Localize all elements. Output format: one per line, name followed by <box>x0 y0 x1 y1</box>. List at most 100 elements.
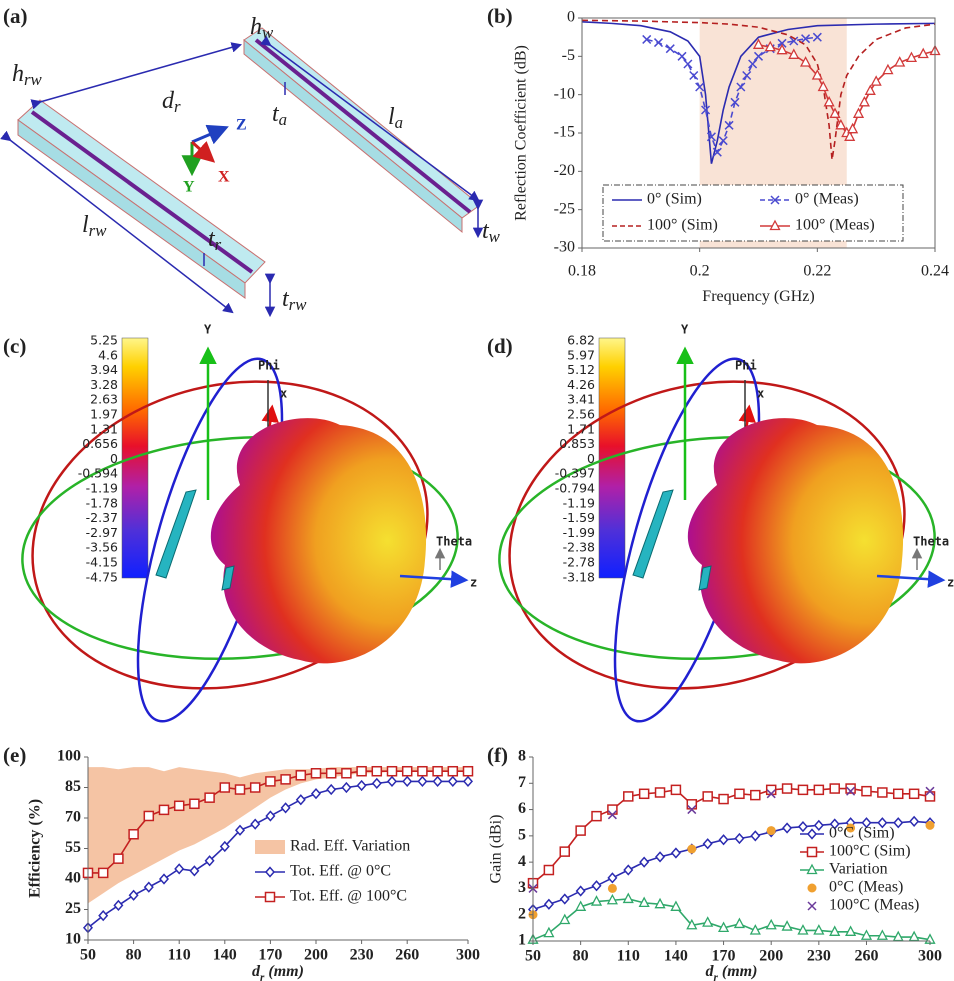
colorbar-tick-label: 4.26 <box>567 377 595 392</box>
x-tick-label: 110 <box>617 948 640 965</box>
marker <box>767 920 776 929</box>
axis-label: X <box>218 169 230 186</box>
axis-label: Phi <box>735 359 757 373</box>
y-tick-label: 85 <box>65 778 81 795</box>
legend-marker <box>808 848 817 857</box>
y-tick-label: 10 <box>65 931 81 948</box>
marker <box>640 789 649 798</box>
marker <box>815 821 823 830</box>
marker <box>910 817 918 826</box>
y-tick-label: 7 <box>518 774 526 791</box>
y-tick-label: 8 <box>518 748 526 765</box>
marker <box>434 777 442 786</box>
axis-label: Y <box>204 323 212 337</box>
x-axis-label: Frequency (GHz) <box>702 288 814 305</box>
marker <box>684 60 692 68</box>
marker <box>666 45 674 53</box>
legend-label: Variation <box>829 861 888 878</box>
x-axis-label-after: (mm) <box>718 963 758 980</box>
marker <box>388 767 397 776</box>
y-tick-label: 100 <box>57 748 81 765</box>
marker <box>910 789 919 798</box>
marker <box>358 781 366 790</box>
marker <box>894 818 902 827</box>
colorbar-tick-label: 5.12 <box>567 362 595 377</box>
marker <box>687 845 696 854</box>
marker <box>403 777 411 786</box>
marker <box>418 767 427 776</box>
legend-marker <box>266 868 274 877</box>
marker <box>251 783 260 792</box>
marker <box>130 891 138 900</box>
colorbar-tick-label: -2.97 <box>86 525 118 540</box>
dimension-label-sub: rw <box>289 295 308 314</box>
colorbar-tick-label: -3.18 <box>563 569 595 584</box>
y-tick-label: -20 <box>554 162 575 179</box>
dimension-label-sub: w <box>489 227 501 246</box>
marker <box>373 779 381 788</box>
colorbar-tick-label: 0 <box>110 451 118 466</box>
marker <box>205 793 214 802</box>
x-tick-label: 170 <box>258 947 282 964</box>
marker <box>672 848 680 857</box>
x-tick-label: 0.24 <box>921 263 949 280</box>
colorbar-tick-label: 3.41 <box>567 392 595 407</box>
marker <box>703 792 712 801</box>
y-tick-label: 2 <box>518 905 526 922</box>
chart: 0.180.20.220.240-5-10-15-20-25-30Reflect… <box>513 9 949 280</box>
marker <box>357 767 366 776</box>
x-tick-label: 140 <box>664 948 688 965</box>
y-tick-label: 6 <box>518 800 526 817</box>
marker <box>719 795 728 804</box>
panel-label: (b) <box>487 4 513 28</box>
x-tick-label: 0.22 <box>803 263 831 280</box>
y-tick-label: -15 <box>554 124 575 141</box>
pattern-c <box>0 338 465 735</box>
marker <box>608 884 617 893</box>
legend-label: 100°C (Meas) <box>829 897 919 914</box>
marker <box>854 109 863 118</box>
marker <box>735 789 744 798</box>
marker <box>545 900 553 909</box>
dimension-label: dr <box>162 88 181 116</box>
marker <box>848 124 857 133</box>
colorbar-tick-label: 2.63 <box>90 392 118 407</box>
panel-label: (f) <box>487 743 508 767</box>
marker <box>403 767 412 776</box>
colorbar-tick-label: -4.15 <box>86 555 118 570</box>
colorbar-tick-label: 0.656 <box>82 436 118 451</box>
marker <box>312 769 321 778</box>
y-tick-label: -30 <box>554 239 575 256</box>
colorbar-tick-label: -1.99 <box>563 525 595 540</box>
colorbar-tick-label: -2.78 <box>563 555 595 570</box>
panel-label: (a) <box>3 4 28 28</box>
dimension-label: tw <box>482 218 501 246</box>
marker <box>799 822 807 831</box>
pattern-d <box>477 338 942 735</box>
marker <box>464 767 473 776</box>
marker <box>703 918 712 927</box>
colorbar-tick-label: 1.31 <box>90 421 118 436</box>
marker <box>129 830 138 839</box>
marker <box>624 894 633 903</box>
x-tick-label: 300 <box>918 948 942 965</box>
x-axis-label-after: (mm) <box>264 963 304 980</box>
marker <box>464 777 472 786</box>
y-tick-label: -25 <box>554 200 575 217</box>
marker <box>862 787 871 796</box>
axis-label: Phi <box>258 359 280 373</box>
dimension-label-sub: w <box>262 23 274 42</box>
dimension-label: lrw <box>82 212 107 240</box>
marker <box>418 777 426 786</box>
y-tick-label: -5 <box>562 47 575 64</box>
marker <box>433 767 442 776</box>
y-tick-label: 55 <box>65 839 81 856</box>
marker <box>342 783 350 792</box>
y-tick-label: 25 <box>65 900 81 917</box>
marker <box>656 852 664 861</box>
dimension-label-sub: r <box>174 97 181 116</box>
legend-label: 0°C (Sim) <box>829 825 895 842</box>
axis-label: x <box>757 387 764 401</box>
legend-label: Tot. Eff. @ 100°C <box>290 888 407 905</box>
marker <box>783 823 791 832</box>
